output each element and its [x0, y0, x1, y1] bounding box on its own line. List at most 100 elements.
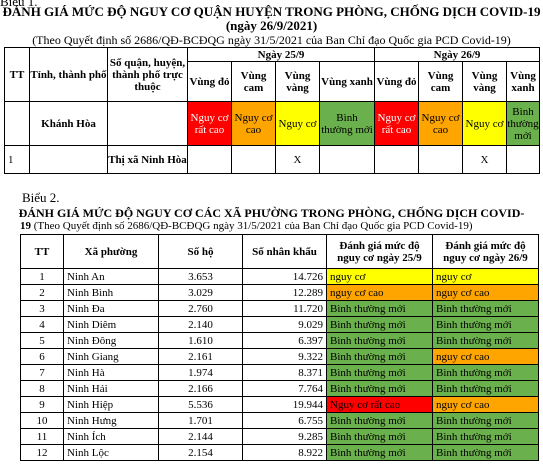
zone-red-26: Vùng đỏ	[374, 61, 419, 102]
risk-25: Nguy cơ	[275, 101, 320, 146]
row-population: 9.285	[242, 428, 327, 445]
row-commune: Ninh An	[63, 268, 159, 285]
row-commune: Ninh Hưng	[63, 412, 159, 429]
row-commune: Ninh Bình	[63, 284, 159, 301]
row-eval-26: Bình thường mới	[432, 412, 539, 429]
row-eval-26: nguy cơ	[432, 268, 539, 285]
row-eval-25: Bình thường mới	[326, 316, 433, 333]
row-population: 12.289	[242, 284, 327, 301]
row-households: 2.144	[158, 428, 243, 445]
biểu-1-label: Biểu 1.	[0, 0, 38, 9]
table-row: 4 Ninh Diêm 2.140 9.029 Bình thường mới Bình …	[20, 316, 539, 333]
row-households: 1.974	[158, 364, 243, 381]
biểu-2-label: Biểu 2.	[22, 190, 60, 205]
row-tt: 10	[20, 412, 64, 429]
row-eval-26: Bình thường mới	[432, 364, 539, 381]
header-tt: TT	[4, 47, 30, 102]
row-commune: Ninh Hà	[63, 364, 159, 381]
header-day-25: Ngày 25/9	[187, 47, 375, 62]
row-eval-25: Nguy cơ rất cao	[326, 396, 433, 413]
row-households: 2.161	[158, 348, 243, 365]
row-eval-26: Bình thường mới	[432, 332, 539, 349]
row-district: Thị xã Ninh Hòa	[107, 145, 188, 174]
row-commune: Ninh Đông	[63, 332, 159, 349]
row-households: 3.653	[158, 268, 243, 285]
row-eval-25: Bình thường mới	[326, 380, 433, 397]
province-name: Khánh Hòa	[29, 101, 108, 146]
header-day-26: Ngày 26/9	[374, 47, 540, 62]
row-tt: 11	[20, 428, 64, 445]
h-eval-25: Đánh giá mức độ nguy cơ ngày 25/9	[326, 234, 433, 269]
row-commune: Ninh Hiệp	[63, 396, 159, 413]
row-households: 2.166	[158, 380, 243, 397]
row-households: 2.154	[158, 444, 243, 461]
row-eval-26: nguy cơ cao	[432, 396, 539, 413]
table2-title: ĐÁNH GIÁ MỨC ĐỘ NGUY CƠ CÁC XÃ PHƯỜNG TR…	[18, 206, 525, 220]
row-tt: 7	[20, 364, 64, 381]
row-tt: 1	[20, 268, 64, 285]
row-eval-25: Bình thường mới	[326, 332, 433, 349]
h-eval-26: Đánh giá mức độ nguy cơ ngày 26/9	[432, 234, 539, 269]
row-tt: 4	[20, 316, 64, 333]
province-tt	[4, 101, 30, 146]
row-tt: 3	[20, 300, 64, 317]
row-households: 5.536	[158, 396, 243, 413]
mark-yellow-25: X	[275, 145, 320, 174]
risk-normal-26: Bình thường mới	[506, 101, 540, 146]
table-row: 11 Ninh Ích 2.144 9.285 Bình thường mới Bình …	[20, 428, 539, 445]
row-households: 2.760	[158, 300, 243, 317]
row-eval-25: Bình thường mới	[326, 444, 433, 461]
table-row: 8 Ninh Hải 2.166 7.764 Bình thường mới Bình t…	[20, 380, 539, 397]
row-population: 9.322	[242, 348, 327, 365]
row-commune: Ninh Đa	[63, 300, 159, 317]
commune-risk-table: TT Xã phường Số hộ Số nhân khẩu Đánh giá…	[20, 234, 539, 461]
province-district	[107, 101, 188, 146]
row-households: 3.029	[158, 284, 243, 301]
row-population: 6.397	[242, 332, 327, 349]
table-row: 3 Ninh Đa 2.760 11.720 Bình thường mới Bình t…	[20, 300, 539, 317]
row-province	[29, 145, 108, 174]
row-eval-25: nguy cơ cao	[326, 284, 433, 301]
row-eval-25: Bình thường mới	[326, 428, 433, 445]
row-tt: 8	[20, 380, 64, 397]
row-population: 6.755	[242, 412, 327, 429]
row-eval-26: Bình thường mới	[432, 444, 539, 461]
row-eval-25: Bình thường mới	[326, 364, 433, 381]
row-population: 14.726	[242, 268, 327, 285]
row-eval-26: Bình thường mới	[432, 428, 539, 445]
row-commune: Ninh Lộc	[63, 444, 159, 461]
row-eval-26: nguy cơ cao	[432, 284, 539, 301]
row-tt: 9	[20, 396, 64, 413]
table1-date: (ngày 26/9/2021)	[225, 18, 318, 33]
h-households: Số hộ	[158, 234, 243, 269]
row-eval-25: Bình thường mới	[326, 412, 433, 429]
zone-yellow-26: Vùng vàng	[462, 61, 507, 102]
table-row: 12 Ninh Lộc 2.154 8.922 Bình thường mới Bình …	[20, 444, 539, 461]
row-commune: Ninh Diêm	[63, 316, 159, 333]
row-tt: 2	[20, 284, 64, 301]
header-province: Tỉnh, thành phố	[29, 47, 108, 102]
risk-high-25: Nguy cơ cao	[231, 101, 276, 146]
risk-26: Nguy cơ	[462, 101, 507, 146]
row-population: 8.371	[242, 364, 327, 381]
table-row: 10 Ninh Hưng 1.701 6.755 Bình thường mới Bình…	[20, 412, 539, 429]
h-population: Số nhân khẩu	[242, 234, 327, 269]
row-population: 8.922	[242, 444, 327, 461]
table2-basis: 19 (Theo Quyết định số 2686/QĐ-BCĐQG ngà…	[20, 220, 473, 232]
row-commune: Ninh Giang	[63, 348, 159, 365]
row-eval-25: nguy cơ	[326, 268, 433, 285]
table-row: 1 Ninh An 3.653 14.726 nguy cơ nguy cơ	[20, 268, 539, 285]
row-tt: 5	[20, 332, 64, 349]
zone-green-26: Vùng xanh	[506, 61, 540, 102]
table1-title: ĐÁNH GIÁ MỨC ĐỘ NGUY CƠ QUẬN HUYỆN TRONG…	[2, 4, 541, 19]
risk-very-high-26: Nguy cơ rất cao	[374, 101, 419, 146]
row-commune: Ninh Ích	[63, 428, 159, 445]
row-households: 1.701	[158, 412, 243, 429]
table-row: 6 Ninh Giang 2.161 9.322 Bình thường mới nguy…	[20, 348, 539, 365]
zone-red-25: Vùng đỏ	[187, 61, 232, 102]
risk-very-high-25: Nguy cơ rất cao	[187, 101, 232, 146]
district-risk-table: TT Tỉnh, thành phố Số quận, huyện, thành…	[4, 47, 540, 174]
table-row: 7 Ninh Hà 1.974 8.371 Bình thường mới Bình th…	[20, 364, 539, 381]
risk-high-26: Nguy cơ cao	[418, 101, 463, 146]
table1-basis: (Theo Quyết định số 2686/QĐ-BCĐQG ngày 3…	[32, 33, 511, 47]
